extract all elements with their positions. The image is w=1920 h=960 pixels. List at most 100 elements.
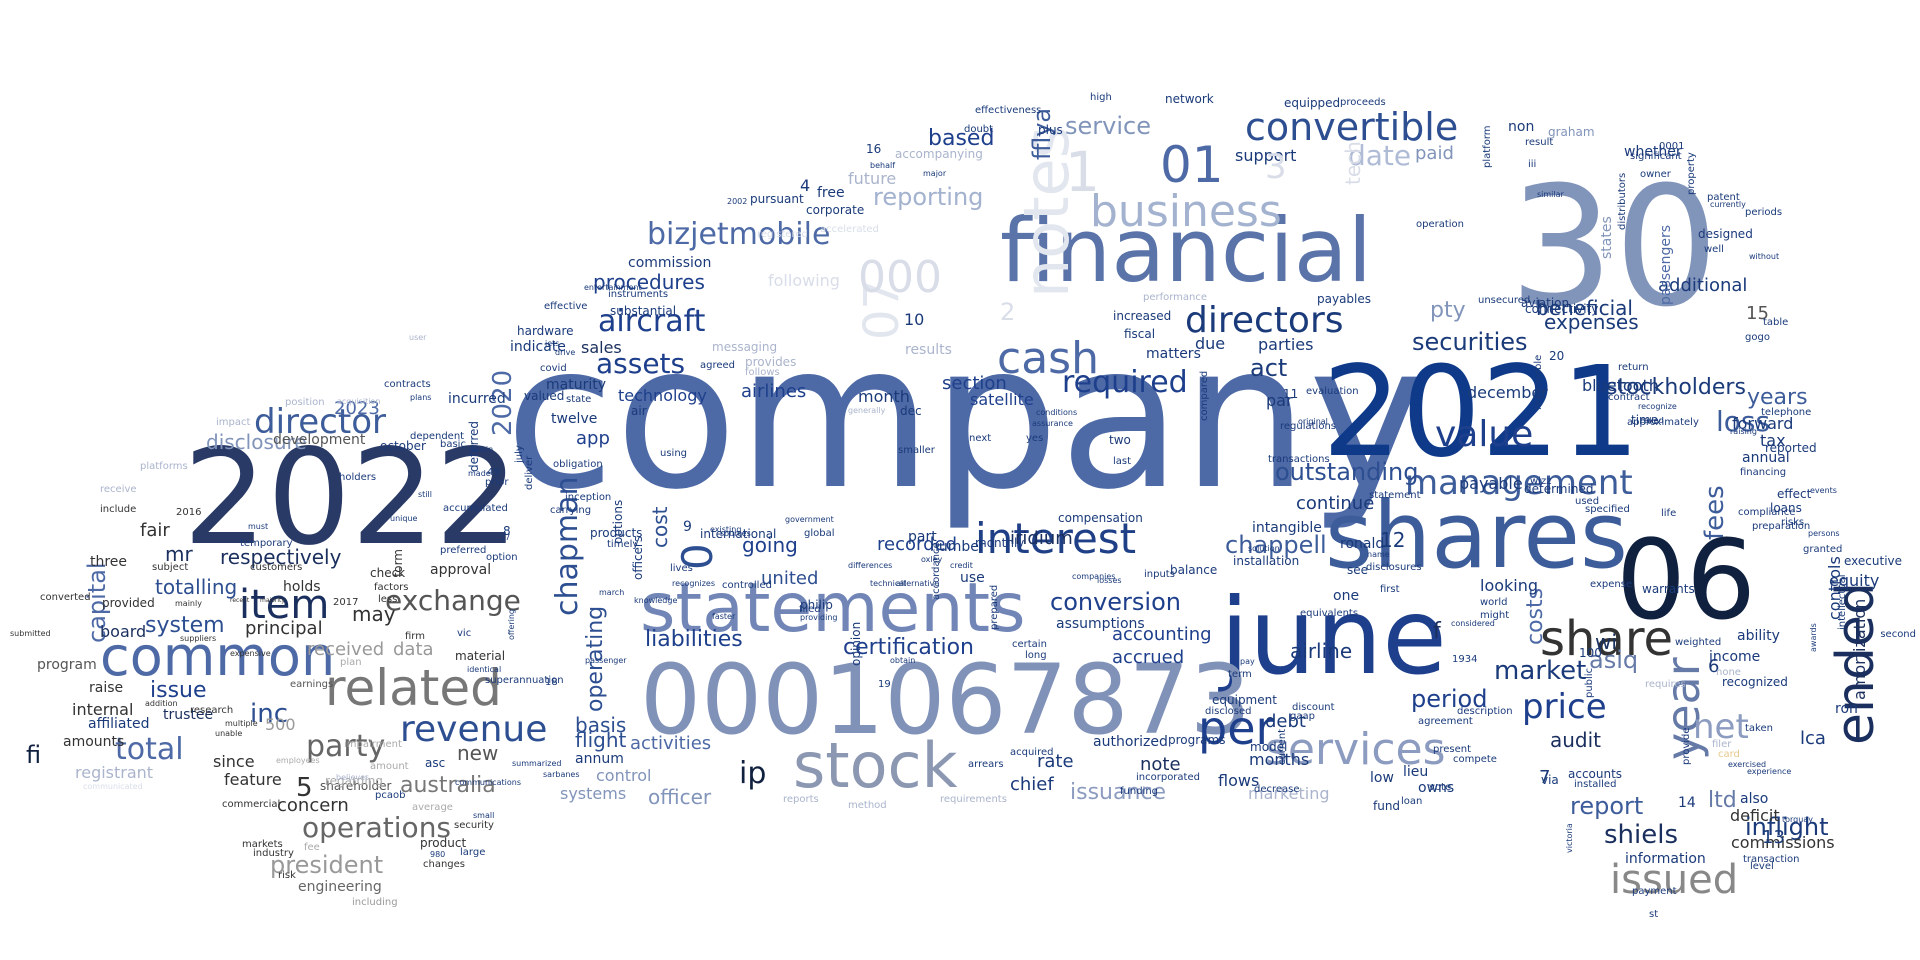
cloud-word-passengers: passengers: [1658, 224, 1674, 305]
cloud-word-patent: patent: [1707, 192, 1740, 203]
cloud-word-certain: certain: [1012, 639, 1047, 650]
cloud-word-months: months: [1249, 750, 1310, 769]
cloud-word-item: item: [239, 582, 330, 628]
cloud-word-three: three: [90, 554, 128, 570]
cloud-word-decrease: decrease: [1254, 784, 1300, 795]
cloud-word-assurance: assurance: [1032, 419, 1073, 428]
cloud-word-unsecured: unsecured: [1478, 295, 1531, 306]
cloud-word-losses: losses: [1097, 576, 1122, 585]
cloud-word-accrued: accrued: [1112, 647, 1185, 668]
cloud-word-two: two: [1109, 433, 1131, 447]
cloud-word-average: average: [412, 802, 453, 813]
cloud-word-trustee: trustee: [163, 707, 214, 723]
cloud-word-fee: fee: [304, 842, 320, 853]
cloud-word-awards: awards: [1809, 623, 1818, 652]
cloud-word-programs: programs: [1168, 733, 1226, 747]
cloud-word-share: share: [1540, 611, 1674, 667]
cloud-word-payable: payable: [1459, 474, 1523, 493]
cloud-word-lives: lives: [670, 563, 693, 574]
cloud-word-effective: effective: [544, 301, 588, 312]
cloud-word-principal: principal: [245, 618, 323, 639]
cloud-word-ip: ip: [739, 756, 767, 791]
cloud-word-factors: factors: [374, 582, 409, 593]
cloud-word-industry: industry: [253, 848, 294, 859]
cloud-word-increased: increased: [1113, 309, 1172, 323]
cloud-word-issue: issue: [150, 678, 207, 703]
cloud-word-additional: additional: [1658, 275, 1748, 296]
cloud-word-interest: interest: [975, 514, 1137, 563]
cloud-word-differences: differences: [848, 561, 893, 570]
cloud-word-card: card: [1718, 749, 1740, 760]
cloud-word-authorized: authorized: [1093, 734, 1168, 750]
cloud-word-results: results: [905, 342, 952, 358]
cloud-word-called: called: [1640, 416, 1664, 425]
cloud-word-conditions: conditions: [1036, 408, 1078, 417]
cloud-word-owns: owns: [1418, 780, 1455, 796]
cloud-word-periods: periods: [1745, 207, 1783, 218]
cloud-word-public: public: [1584, 667, 1595, 698]
cloud-word-yes: yes: [1026, 433, 1044, 444]
cloud-word-well: well: [1704, 244, 1724, 255]
cloud-word-effectiveness: effectiveness: [975, 105, 1042, 116]
cloud-word-vote: vote: [1429, 782, 1452, 793]
cloud-word-regulations: regulations: [1280, 421, 1337, 432]
cloud-word-companies: companies: [1072, 572, 1116, 581]
cloud-word-reported: reported: [1765, 441, 1817, 455]
cloud-word-include: include: [100, 504, 137, 515]
cloud-word-total: total: [115, 732, 184, 767]
cloud-word-model: model: [1250, 740, 1288, 754]
cloud-word-receive: receive: [100, 484, 137, 495]
cloud-word-contracts: contracts: [384, 379, 431, 390]
cloud-word-disclosure: disclosure: [206, 430, 307, 454]
cloud-word-return: return: [1618, 362, 1649, 373]
cloud-word-internal: internal: [72, 700, 134, 719]
cloud-word-use: use: [960, 570, 985, 586]
cloud-word-fi: fi: [26, 741, 42, 769]
cloud-word-18: 18: [545, 677, 558, 688]
cloud-word-basis: basis: [575, 713, 627, 737]
cloud-word-salkin: salkin: [470, 445, 494, 454]
cloud-word-effect: effect: [1777, 487, 1812, 501]
cloud-word-suppliers: suppliers: [180, 634, 217, 643]
cloud-word-issuance: issuance: [1070, 780, 1167, 805]
cloud-word-provides: provides: [745, 355, 797, 369]
cloud-word-operation: operation: [1416, 219, 1465, 230]
cloud-word-states: states: [1599, 216, 1615, 259]
cloud-word-marketing: marketing: [1248, 784, 1330, 803]
cloud-word-plans: plans: [410, 393, 432, 402]
cloud-word-affiliated: affiliated: [88, 716, 150, 732]
cloud-word-system: system: [145, 613, 225, 638]
cloud-word-material: material: [455, 649, 506, 663]
cloud-word-flows: flows: [1218, 771, 1260, 790]
cloud-word-cash: cash: [997, 333, 1099, 384]
cloud-word-expense: expense: [1590, 579, 1633, 590]
cloud-word-option: option: [486, 552, 518, 563]
cloud-word-11: 11: [1283, 387, 1299, 401]
cloud-word-security: security: [454, 820, 494, 831]
cloud-word-contract: contract: [1608, 392, 1650, 403]
cloud-word-deliver: deliver: [524, 455, 535, 490]
cloud-word-impairment: impairment: [344, 739, 402, 750]
cloud-word-forward: forward: [1732, 414, 1794, 433]
cloud-word-time: time: [1631, 413, 1659, 427]
cloud-word-obligation: obligation: [553, 459, 603, 470]
cloud-word-board: board: [100, 622, 147, 641]
cloud-word-installed: installed: [1574, 779, 1617, 790]
cloud-word-messaging: messaging: [712, 340, 778, 354]
cloud-word-converted: converted: [40, 592, 91, 603]
cloud-word-valued: valued: [524, 389, 565, 403]
cloud-word-future: future: [848, 169, 897, 188]
cloud-word-f: f: [1433, 619, 1441, 644]
cloud-word-company: company: [505, 301, 1427, 534]
cloud-word-st: st: [1649, 909, 1659, 920]
cloud-word-17: 17: [500, 533, 511, 542]
cloud-word-property: property: [1686, 152, 1697, 195]
cloud-word-commercial: commercial: [222, 799, 281, 810]
cloud-word-recent: recent: [230, 597, 250, 604]
cloud-word-systems: systems: [560, 784, 627, 803]
cloud-word-currently: currently: [1710, 200, 1746, 209]
cloud-word-considered: considered: [1451, 619, 1495, 628]
cloud-word-accelerated: accelerated: [820, 224, 879, 235]
cloud-word-going: going: [742, 533, 798, 557]
cloud-word-recognize: recognize: [1638, 402, 1677, 411]
